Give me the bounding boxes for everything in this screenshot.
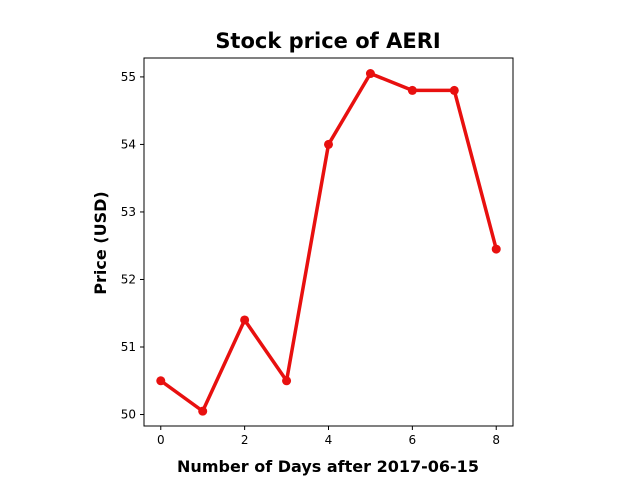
- data-point: [407, 85, 417, 95]
- y-tick-label: 54: [121, 137, 136, 151]
- x-tick-label: 2: [241, 433, 249, 447]
- series-group: [156, 69, 501, 416]
- data-point: [282, 376, 292, 386]
- chart-title: Stock price of AERI: [215, 29, 440, 53]
- y-tick-label: 51: [121, 340, 136, 354]
- y-tick-label: 50: [121, 408, 136, 422]
- y-tick-label: 55: [121, 70, 136, 84]
- x-tick-label: 6: [409, 433, 417, 447]
- data-point: [365, 69, 375, 79]
- y-tick-label: 52: [121, 272, 136, 286]
- x-tick-label: 4: [325, 433, 333, 447]
- x-axis-label: Number of Days after 2017-06-15: [177, 457, 479, 476]
- plot-area-frame: [143, 57, 514, 427]
- data-point: [156, 376, 166, 386]
- data-point: [240, 315, 250, 325]
- x-tick-label: 8: [492, 433, 500, 447]
- y-axis-label: Price (USD): [91, 191, 110, 294]
- data-point: [491, 244, 501, 254]
- data-point: [324, 139, 333, 149]
- data-point: [449, 85, 459, 95]
- x-tick-label: 0: [157, 433, 165, 447]
- data-point: [198, 406, 208, 416]
- series-line: [159, 71, 498, 414]
- y-tick-label: 53: [121, 205, 136, 219]
- axis-ticks: 0 2 4 6 8 50 51 52 53 54 55: [121, 70, 500, 447]
